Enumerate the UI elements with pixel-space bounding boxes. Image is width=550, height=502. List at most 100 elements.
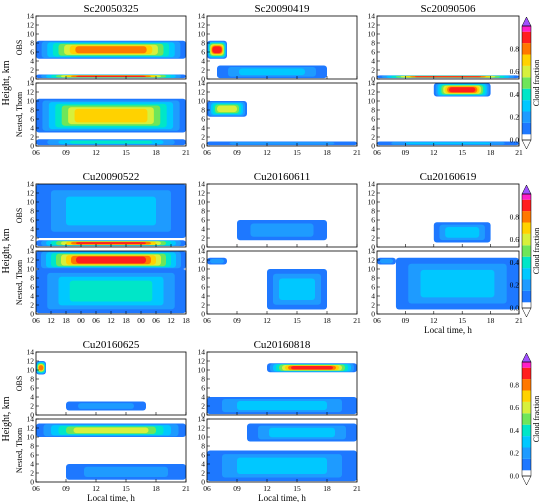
x-tick-label: 09 — [233, 484, 241, 493]
x-tick-label: 18 — [487, 316, 495, 325]
plot-frame — [376, 82, 520, 147]
y-tick-label: 0 — [30, 142, 34, 151]
y-tick-label: 14 — [368, 79, 376, 88]
plot-frame — [206, 250, 358, 315]
y-tick-label: 12 — [198, 189, 206, 198]
colorbar-segment — [522, 54, 531, 66]
y-tick-label: 2 — [30, 133, 34, 142]
x-tick-label: 21 — [353, 316, 361, 325]
colorbar-min-triangle — [521, 475, 532, 486]
y-tick-label: 2 — [30, 301, 34, 310]
cloud-fraction-region — [448, 87, 476, 93]
colorbar-tick-label: 0.2 — [510, 281, 520, 290]
colorbar-segment — [522, 31, 531, 44]
y-tick-label: 10 — [27, 366, 35, 375]
x-tick-label: 12 — [167, 316, 175, 325]
x-tick-label: 06 — [32, 484, 40, 493]
y-tick-label: 0 — [201, 75, 205, 84]
colorbar-label: Cloud fraction — [532, 396, 541, 442]
colorbar-tick-label: 0.0 — [510, 472, 520, 481]
y-tick-label: 6 — [30, 115, 34, 124]
x-tick-label: 12 — [430, 148, 438, 157]
y-tick-label: 14 — [198, 79, 206, 88]
colorbar-segment — [522, 424, 531, 437]
colorbar-min-triangle — [521, 307, 532, 318]
colorbar-segment — [522, 379, 531, 391]
colorbar-tick-label: 0.8 — [510, 380, 520, 389]
colorbar-segment — [522, 211, 531, 223]
x-tick-label: 12 — [92, 484, 100, 493]
y-tick-label: 12 — [27, 424, 35, 433]
y-axis-label: Height, km — [1, 396, 12, 441]
x-axis-label: Local time, h — [87, 493, 135, 502]
y-tick-label: 14 — [27, 79, 35, 88]
row-label-obs: OBS — [15, 208, 24, 224]
y-tick-label: 4 — [371, 124, 375, 133]
plot-frame — [206, 82, 358, 147]
y-tick-label: 4 — [30, 393, 34, 402]
y-tick-label: 14 — [198, 180, 206, 189]
colorbar-max-triangle — [521, 16, 532, 27]
colorbar-frame — [521, 25, 532, 141]
y-tick-label: 8 — [30, 274, 34, 283]
cloud-fraction-region — [76, 75, 146, 77]
colorbar-tick-label: 0.6 — [510, 235, 520, 244]
x-tick-label: 21 — [182, 484, 190, 493]
colorbar-segment — [522, 111, 531, 123]
colorbar-label: Cloud fraction — [532, 228, 541, 274]
y-tick-label: 6 — [201, 451, 205, 460]
colorbar-segment — [522, 362, 531, 368]
y-tick-label: 14 — [368, 12, 376, 21]
x-tick-label: 21 — [182, 148, 190, 157]
y-tick-label: 0 — [201, 478, 205, 487]
y-tick-label: 6 — [201, 384, 205, 393]
x-tick-label: 21 — [515, 148, 523, 157]
cloud-fraction-region — [379, 258, 394, 264]
cloud-fraction-region — [76, 242, 146, 245]
y-tick-label: 8 — [201, 207, 205, 216]
y-tick-label: 0 — [201, 243, 205, 252]
x-tick-label: 09 — [233, 316, 241, 325]
plot-frame — [376, 250, 520, 315]
x-tick-label: 09 — [402, 316, 410, 325]
x-tick-label: 06 — [92, 316, 100, 325]
x-tick-label: 18 — [487, 148, 495, 157]
colorbar-segment — [522, 447, 531, 459]
y-tick-label: 6 — [201, 216, 205, 225]
y-tick-label: 0 — [201, 411, 205, 420]
cloud-fraction-region — [69, 140, 153, 144]
plot-frame — [376, 15, 520, 80]
y-tick-label: 2 — [30, 234, 34, 243]
y-tick-label: 12 — [198, 88, 206, 97]
y-tick-label: 12 — [368, 88, 376, 97]
cloud-fraction-region — [420, 269, 495, 298]
y-tick-label: 4 — [201, 57, 205, 66]
y-tick-label: 2 — [371, 133, 375, 142]
colorbar-tick-label: 0.4 — [510, 90, 520, 99]
y-tick-label: 14 — [27, 247, 35, 256]
colorbar-segment — [522, 390, 531, 402]
cloud-fraction-region — [38, 365, 44, 371]
y-tick-label: 14 — [27, 348, 35, 357]
y-tick-label: 0 — [30, 478, 34, 487]
cloud-fraction-region — [210, 258, 224, 264]
colorbar-segment — [522, 233, 531, 246]
y-tick-label: 6 — [30, 216, 34, 225]
y-tick-label: 12 — [27, 21, 35, 30]
plot-frame — [35, 82, 187, 147]
x-tick-label: 18 — [182, 316, 190, 325]
y-tick-label: 8 — [30, 375, 34, 384]
cloud-fraction-region — [279, 278, 315, 301]
panel-title: Cu20160619 — [420, 171, 477, 183]
cloud-fraction-region — [73, 427, 149, 434]
y-tick-label: 4 — [30, 292, 34, 301]
colorbar-segment — [522, 88, 531, 101]
colorbar-segment — [522, 65, 531, 78]
colorbar-segment — [522, 199, 531, 212]
colorbar-tick-label: 0.6 — [510, 403, 520, 412]
colorbar-segment — [522, 458, 531, 471]
x-tick-label: 00 — [137, 316, 145, 325]
plot-frame — [376, 183, 520, 248]
x-tick-label: 09 — [402, 148, 410, 157]
colorbar-tick-label: 0.8 — [510, 44, 520, 53]
